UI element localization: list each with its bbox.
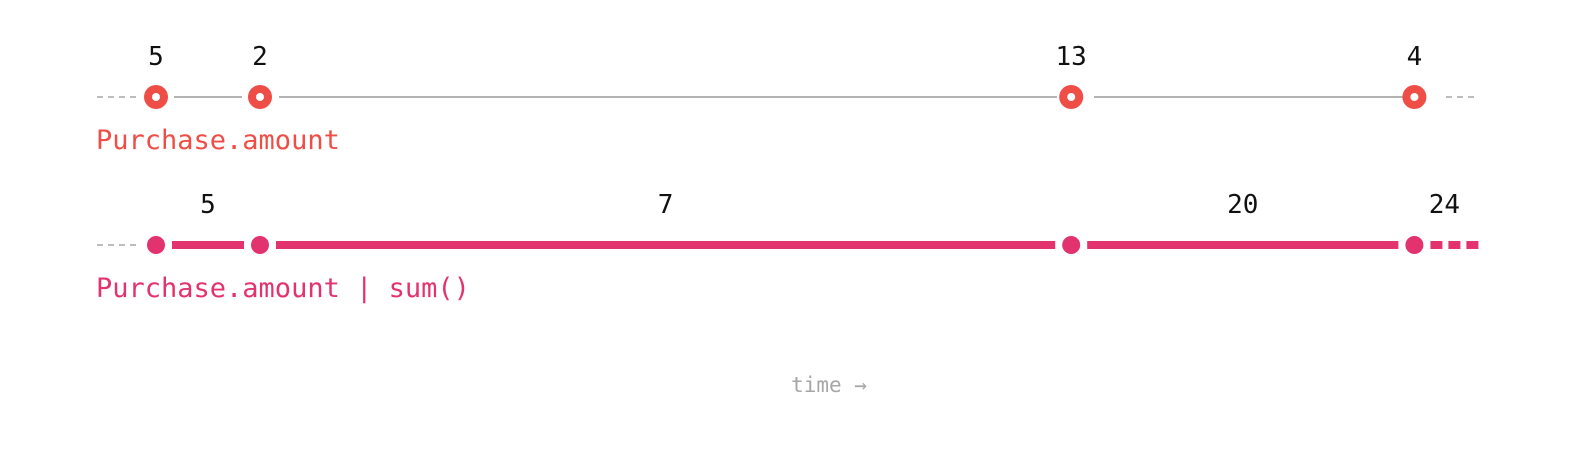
event-marker-center: [152, 93, 160, 101]
row-purchase-amount: 5 2 13 4 Purchase.amount: [96, 42, 1478, 156]
sum-value-label: 20: [1227, 190, 1258, 220]
sum-change-point: [147, 236, 165, 254]
sum-change-point: [1062, 236, 1081, 254]
event-value-label: 5: [148, 42, 164, 72]
event-marker-center: [1067, 93, 1076, 101]
event-value-label: 13: [1056, 42, 1087, 72]
event-value-label: 4: [1407, 42, 1423, 72]
sum-change-point: [1405, 236, 1424, 254]
sum-value-label: 5: [200, 190, 216, 220]
row1-events: 5 2 13 4: [144, 42, 1427, 109]
sum-value-label: 7: [658, 190, 674, 220]
sum-change-point: [251, 236, 269, 254]
event-value-label: 2: [252, 42, 268, 72]
row2-points: [147, 236, 1424, 254]
sum-value-label: 24: [1429, 190, 1460, 220]
row-purchase-amount-sum: 5 7 20 24 Purchase.amount | sum(): [96, 190, 1480, 304]
row1-label: Purchase.amount: [96, 125, 340, 156]
time-axis-label: time →: [791, 373, 867, 397]
event-marker-center: [1410, 93, 1419, 101]
row2-segments: 5 7 20 24: [172, 190, 1480, 249]
event-marker-center: [256, 93, 264, 101]
row2-label: Purchase.amount | sum(): [96, 273, 470, 304]
